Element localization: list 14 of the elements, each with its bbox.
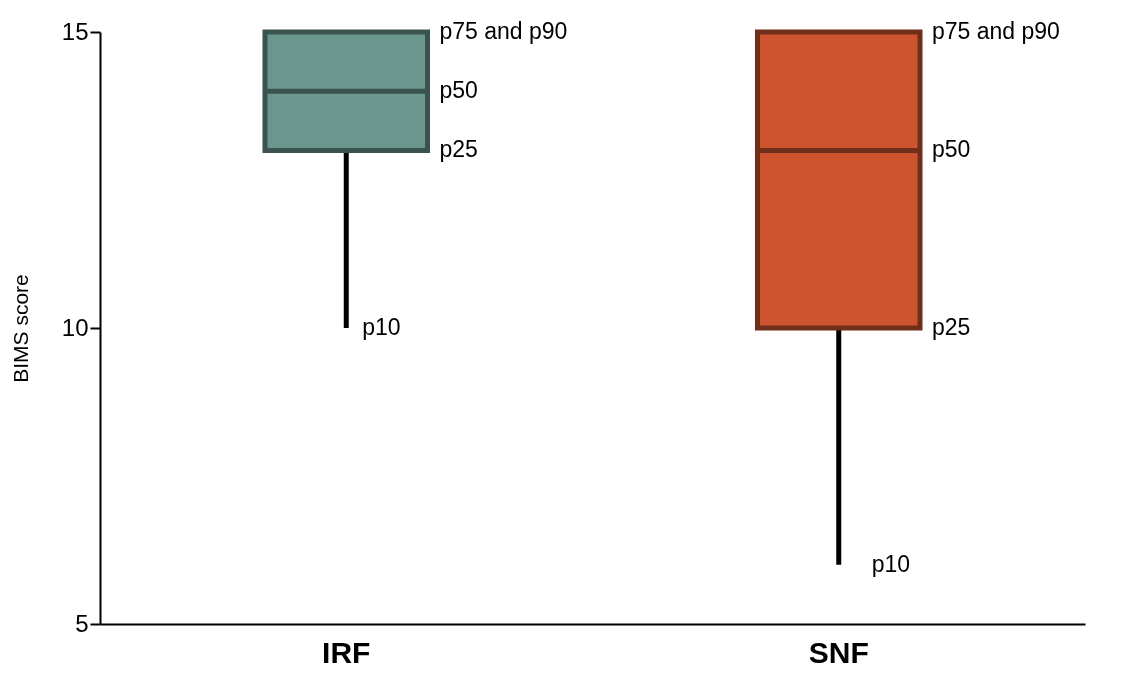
x-tick-label: SNF	[808, 635, 869, 669]
annotation: p50	[439, 77, 478, 104]
x-tick-label: IRF	[322, 635, 371, 669]
annotation: p10	[362, 314, 401, 340]
y-tick-label: 5	[75, 609, 89, 637]
annotation: p25	[439, 136, 478, 163]
annotation: p25	[932, 314, 971, 340]
annotation: p50	[932, 136, 971, 163]
y-tick-label: 15	[61, 17, 89, 45]
annotation: p10	[871, 550, 911, 577]
annotation: p75 and p90	[439, 18, 568, 44]
y-tick-label: 10	[61, 313, 89, 341]
y-axis-title: BIMS score	[8, 274, 32, 383]
annotation: p75 and p90	[932, 18, 1060, 44]
